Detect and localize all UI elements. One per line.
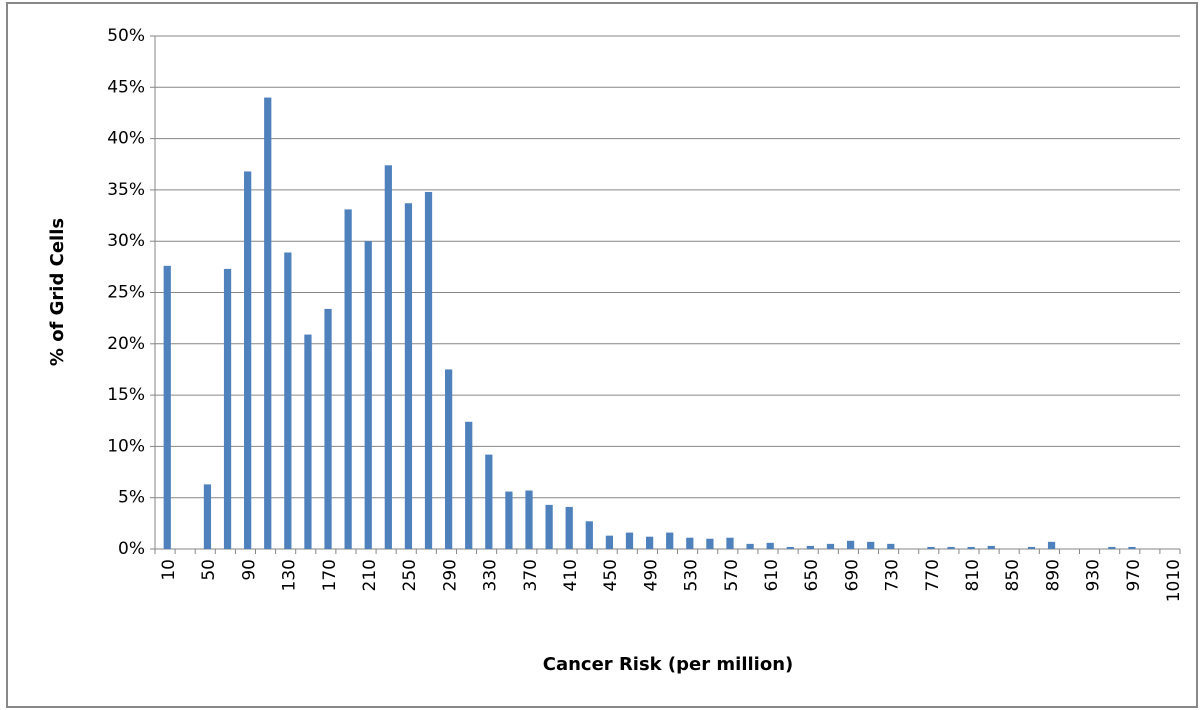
bar xyxy=(244,171,252,549)
x-tick-label: 930 xyxy=(1084,559,1104,591)
bar xyxy=(203,484,212,549)
bar xyxy=(605,535,614,549)
x-tick-label: 970 xyxy=(1124,559,1144,591)
bar xyxy=(264,97,272,549)
bar xyxy=(1108,546,1116,549)
bar xyxy=(1047,541,1056,549)
bar xyxy=(826,543,835,549)
x-tick-label: 570 xyxy=(722,559,742,591)
x-tick-label: 210 xyxy=(360,559,380,591)
bar xyxy=(867,541,875,549)
bar xyxy=(424,191,433,549)
bar xyxy=(806,545,815,549)
x-tick-label: 90 xyxy=(239,559,259,581)
x-tick-label: 690 xyxy=(842,559,862,591)
x-tick-label: 10 xyxy=(159,559,179,581)
x-tick-label: 650 xyxy=(802,559,822,591)
bar xyxy=(465,421,473,549)
bar xyxy=(585,521,593,549)
chart-frame xyxy=(6,2,1198,708)
bar xyxy=(987,545,995,549)
y-tick-label: 0% xyxy=(118,539,145,559)
x-tick-label: 370 xyxy=(521,559,541,591)
x-tick-label: 730 xyxy=(883,559,903,591)
bar xyxy=(505,491,513,549)
y-axis-title: % of Grid Cells xyxy=(47,218,68,366)
bar xyxy=(364,241,372,549)
x-tick-label: 1010 xyxy=(1164,559,1184,602)
x-tick-label: 810 xyxy=(963,559,983,591)
x-tick-label: 330 xyxy=(481,559,501,591)
bar xyxy=(786,546,794,549)
y-tick-label: 45% xyxy=(107,77,145,97)
bar xyxy=(625,532,634,549)
bar xyxy=(1027,546,1036,549)
x-tick-label: 250 xyxy=(400,559,420,591)
x-tick-label: 890 xyxy=(1043,559,1063,591)
x-tick-label: 130 xyxy=(280,559,300,591)
bar xyxy=(525,490,533,549)
bar xyxy=(485,454,493,549)
bar xyxy=(1128,546,1136,549)
y-tick-label: 40% xyxy=(107,129,145,149)
bar xyxy=(344,209,352,550)
y-tick-label: 5% xyxy=(118,488,145,508)
y-tick-label: 10% xyxy=(107,436,145,456)
bar xyxy=(404,203,413,549)
bar xyxy=(706,538,714,549)
bar xyxy=(545,504,553,549)
y-tick-label: 30% xyxy=(107,231,145,251)
bar xyxy=(445,369,453,549)
bar xyxy=(223,268,232,549)
x-tick-label: 170 xyxy=(320,559,340,591)
y-tick-label: 50% xyxy=(107,26,145,46)
bar xyxy=(645,536,654,549)
bar xyxy=(846,540,855,549)
bar xyxy=(324,308,332,549)
y-tick-label: 15% xyxy=(107,385,145,405)
x-tick-label: 450 xyxy=(601,559,621,591)
bar xyxy=(163,265,171,549)
x-tick-label: 850 xyxy=(1003,559,1023,591)
bar xyxy=(947,546,955,549)
y-tick-label: 35% xyxy=(107,180,145,200)
y-tick-label: 20% xyxy=(107,334,145,354)
y-tick-label: 25% xyxy=(107,283,145,303)
x-tick-label: 290 xyxy=(440,559,460,591)
bar xyxy=(304,334,312,549)
bar xyxy=(726,537,734,549)
bar xyxy=(565,506,573,549)
bar xyxy=(927,546,935,549)
x-tick-label: 490 xyxy=(641,559,661,591)
bar xyxy=(666,532,674,549)
bar xyxy=(887,543,895,549)
x-tick-label: 770 xyxy=(923,559,943,591)
bar xyxy=(686,537,694,549)
bar xyxy=(284,252,292,549)
x-axis-title: Cancer Risk (per million) xyxy=(543,654,793,675)
x-tick-label: 410 xyxy=(561,559,581,591)
bar xyxy=(766,542,774,549)
x-tick-label: 530 xyxy=(682,559,702,591)
bar xyxy=(746,543,754,549)
x-tick-label: 610 xyxy=(762,559,782,591)
x-tick-label: 50 xyxy=(199,559,219,581)
bar xyxy=(384,165,392,549)
bar xyxy=(967,546,975,549)
